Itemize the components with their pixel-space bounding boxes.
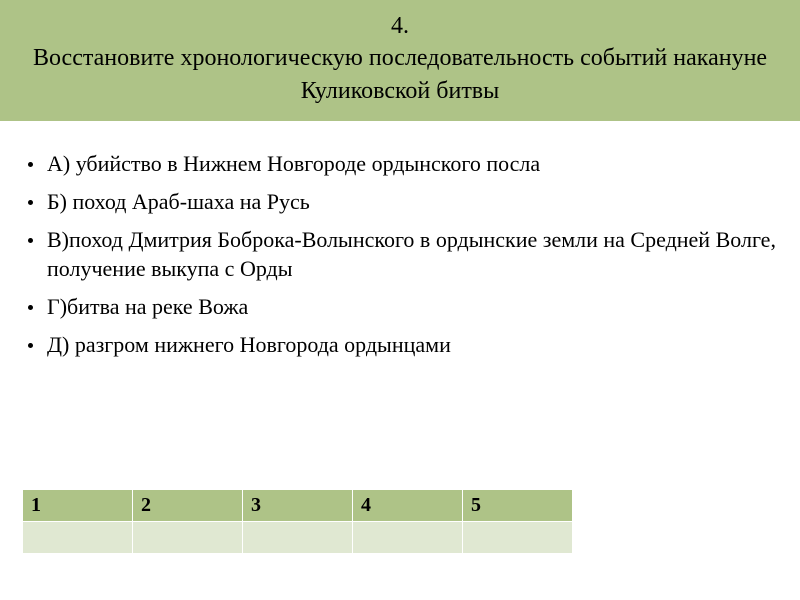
list-item: А) убийство в Нижнем Новгороде ордынског… [22,149,778,179]
col-header-5: 5 [463,490,573,522]
col-header-1: 1 [23,490,133,522]
answer-cell-4 [353,522,463,554]
col-header-4: 4 [353,490,463,522]
table-row [23,522,573,554]
answer-cell-5 [463,522,573,554]
bullet-icon [28,238,33,243]
answer-table: 1 2 3 4 5 [22,489,573,554]
options-list: А) убийство в Нижнем Новгороде ордынског… [22,149,778,359]
col-header-2: 2 [133,490,243,522]
question-number: 4. [20,10,780,42]
list-item: Б) поход Араб-шаха на Русь [22,187,778,217]
answer-cell-1 [23,522,133,554]
option-g: Г)битва на реке Вожа [47,292,778,322]
question-text: Восстановите хронологическую последовате… [20,42,780,107]
list-item: В)поход Дмитрия Боброка-Волынского в орд… [22,225,778,284]
option-v: В)поход Дмитрия Боброка-Волынского в орд… [47,225,778,284]
bullet-icon [28,343,33,348]
bullet-icon [28,305,33,310]
list-item: Г)битва на реке Вожа [22,292,778,322]
answer-cell-2 [133,522,243,554]
bullet-icon [28,162,33,167]
table-row: 1 2 3 4 5 [23,490,573,522]
answer-cell-3 [243,522,353,554]
question-header: 4. Восстановите хронологическую последов… [0,0,800,121]
bullet-icon [28,200,33,205]
option-a: А) убийство в Нижнем Новгороде ордынског… [47,149,778,179]
option-b: Б) поход Араб-шаха на Русь [47,187,778,217]
col-header-3: 3 [243,490,353,522]
option-d: Д) разгром нижнего Новгорода ордынцами [47,330,778,360]
slide: 4. Восстановите хронологическую последов… [0,0,800,600]
list-item: Д) разгром нижнего Новгорода ордынцами [22,330,778,360]
